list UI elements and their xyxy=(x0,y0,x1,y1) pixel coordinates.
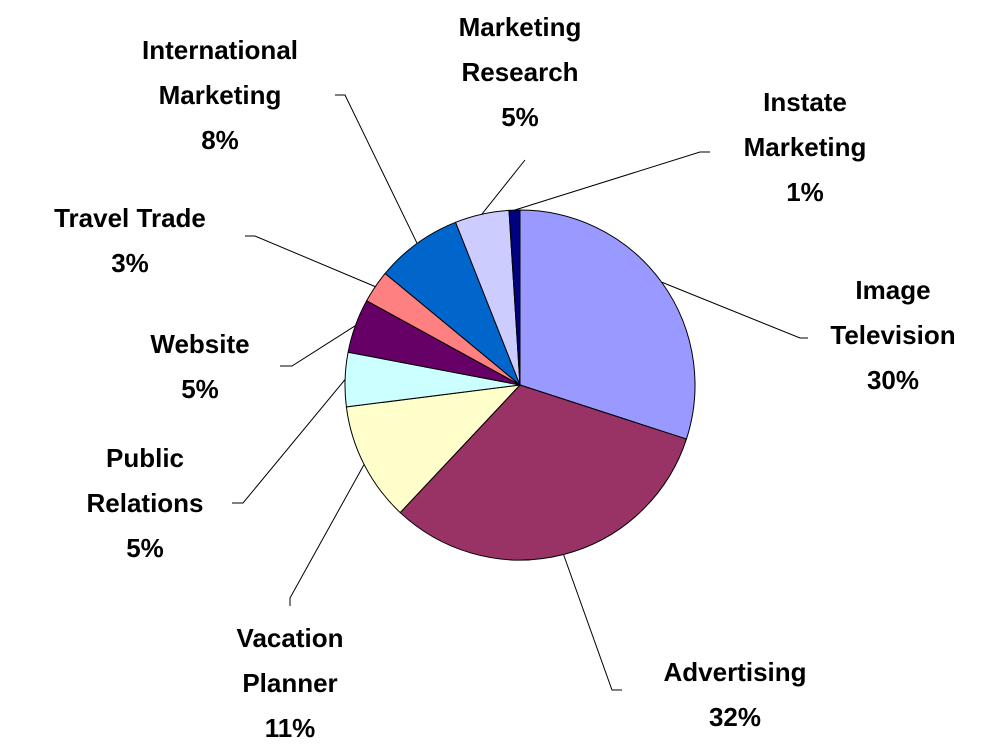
category-label: Travel Trade xyxy=(54,203,206,233)
slice-label: Public Relations 5% xyxy=(50,436,240,571)
category-label: International Marketing xyxy=(141,35,298,110)
value-label: 3% xyxy=(111,248,149,278)
value-label: 8% xyxy=(201,125,239,155)
slice-label: Advertising 32% xyxy=(605,650,865,740)
category-label: Advertising xyxy=(663,657,807,687)
value-label: 30% xyxy=(866,365,920,395)
leader-line xyxy=(661,281,808,339)
pie-slice xyxy=(345,384,522,514)
leader-line xyxy=(481,159,526,215)
category-label: Vacation Planner xyxy=(236,623,344,698)
leader-line xyxy=(335,94,418,244)
category-label: Image Television xyxy=(830,275,956,350)
slice-label: Vacation Planner 11% xyxy=(200,616,380,751)
category-label: Marketing Research xyxy=(458,12,582,87)
leader-line xyxy=(280,325,356,367)
value-label: 11% xyxy=(264,713,316,743)
slice-label: Image Television 30% xyxy=(798,268,988,403)
leader-line xyxy=(514,151,710,211)
slice-label: Marketing Research 5% xyxy=(420,5,620,140)
value-label: 5% xyxy=(126,533,164,563)
category-label: Public Relations xyxy=(86,443,204,518)
slice-label: Travel Trade 3% xyxy=(0,196,260,286)
leader-line xyxy=(563,554,622,691)
value-label: 5% xyxy=(181,374,219,404)
leader-line xyxy=(289,464,365,606)
category-label: Website xyxy=(150,329,250,359)
slice-label: Instate Marketing 1% xyxy=(705,80,905,215)
leader-line xyxy=(232,379,346,504)
leader-line xyxy=(245,235,376,288)
value-label: 32% xyxy=(708,702,762,732)
value-label: 1% xyxy=(786,177,824,207)
slice-label: Website 5% xyxy=(100,322,300,412)
slice-label: International Marketing 8% xyxy=(90,28,350,163)
category-label: Instate Marketing xyxy=(743,87,867,162)
value-label: 5% xyxy=(501,102,539,132)
